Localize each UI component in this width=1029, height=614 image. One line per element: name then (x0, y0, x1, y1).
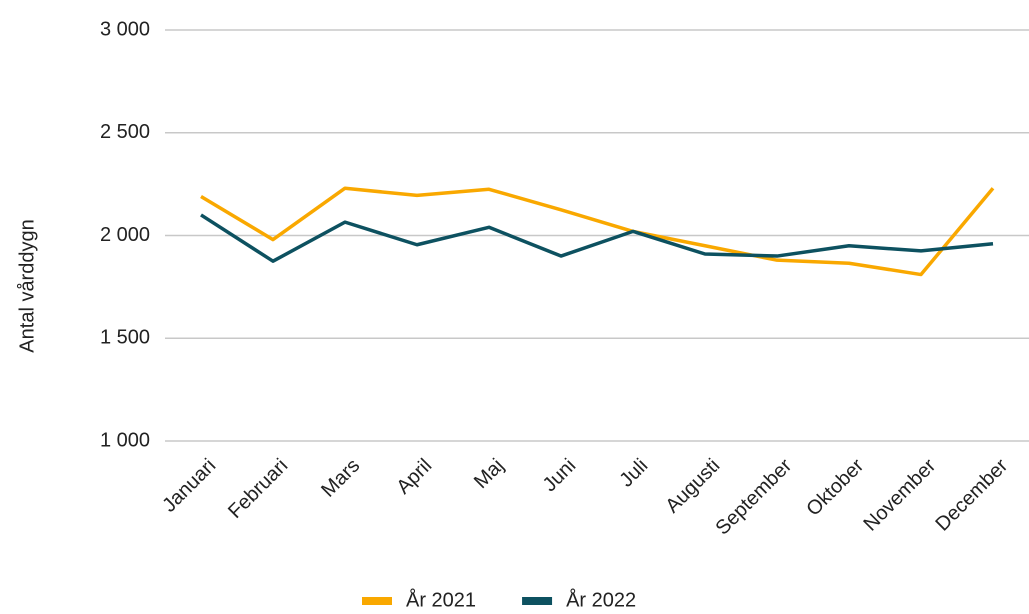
y-tick-label: 3 000 (100, 18, 150, 40)
x-tick-label: Februari (224, 455, 292, 523)
x-tick-label: Januari (158, 455, 220, 517)
legend-swatch (522, 597, 553, 605)
y-tick-label: 2 000 (100, 224, 150, 246)
x-tick-label: Augusti (662, 455, 725, 518)
legend-label: År 2021 (406, 588, 476, 611)
y-tick-label: 2 500 (100, 121, 150, 143)
x-tick-label: Juni (539, 455, 581, 497)
x-tick-label: December (931, 454, 1012, 535)
x-tick-label: November (859, 454, 940, 535)
y-tick-label: 1 000 (100, 429, 150, 451)
series-line (200, 213, 994, 263)
legend-swatch (362, 597, 392, 605)
x-tick-label: April (392, 455, 436, 499)
y-tick-label: 1 500 (100, 327, 150, 349)
series-line (200, 186, 995, 277)
x-tick-label: Mars (317, 455, 364, 502)
x-tick-label: Juli (615, 455, 652, 492)
x-tick-label: Maj (470, 455, 508, 493)
y-axis-label: Antal vårddygn (16, 219, 38, 352)
x-tick-label: September (712, 454, 797, 539)
legend-label: År 2022 (566, 588, 636, 611)
x-tick-label: Oktober (802, 454, 868, 520)
